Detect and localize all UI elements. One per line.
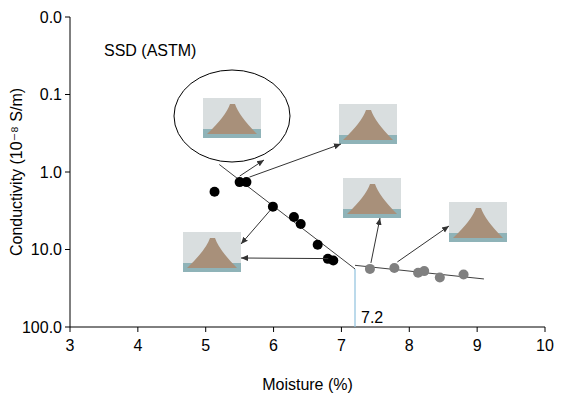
x-tick xyxy=(273,327,274,332)
data-point xyxy=(389,263,399,273)
photo-pile xyxy=(343,110,393,140)
x-tick xyxy=(409,327,410,332)
x-tick-label: 10 xyxy=(536,337,554,354)
y-tick xyxy=(65,327,70,328)
data-point xyxy=(210,187,220,197)
photo-background xyxy=(203,98,261,138)
y-tick xyxy=(65,172,70,173)
y-tick xyxy=(65,94,70,95)
x-tick-label: 5 xyxy=(201,337,210,354)
photo-pile xyxy=(187,238,237,268)
data-point xyxy=(365,264,375,274)
data-point xyxy=(328,256,338,266)
photo-pile xyxy=(207,104,257,134)
data-point xyxy=(419,266,429,276)
y-tick-label: 0.1 xyxy=(40,86,62,103)
photo xyxy=(343,178,401,218)
arrow xyxy=(241,211,270,244)
highlight-circle xyxy=(174,70,290,162)
x-tick-label: 9 xyxy=(473,337,482,354)
photo xyxy=(203,98,261,138)
arrow xyxy=(397,226,449,262)
x-tick-label: 4 xyxy=(133,337,142,354)
data-point xyxy=(459,269,469,279)
annotation: SSD (ASTM) xyxy=(104,42,196,59)
x-tick xyxy=(137,327,138,332)
chart: 3456789100.00.11.010.0100.0Moisture (%)C… xyxy=(0,0,568,400)
x-tick xyxy=(70,327,71,332)
x-axis-title: Moisture (%) xyxy=(262,376,353,393)
x-tick xyxy=(545,327,546,332)
x-tick xyxy=(341,327,342,332)
y-tick-label: 1.0 xyxy=(40,164,62,181)
annotation: 7.2 xyxy=(361,309,383,326)
y-tick-label: 10.0 xyxy=(31,241,62,258)
arrow xyxy=(249,144,341,177)
x-tick-label: 8 xyxy=(405,337,414,354)
photo xyxy=(449,202,507,242)
x-tick xyxy=(205,327,206,332)
plot-area xyxy=(210,164,484,327)
data-point xyxy=(313,240,323,250)
photo-background xyxy=(339,104,397,144)
photo-background xyxy=(183,232,241,272)
x-tick xyxy=(477,327,478,332)
y-tick xyxy=(65,249,70,250)
photo-background xyxy=(449,202,507,242)
photo-background xyxy=(343,178,401,218)
y-tick-label: 0.0 xyxy=(40,9,62,26)
photo-pile xyxy=(347,184,397,214)
x-axis-line xyxy=(70,327,545,328)
x-tick-label: 6 xyxy=(269,337,278,354)
x-tick-label: 3 xyxy=(66,337,75,354)
arrow xyxy=(371,218,380,263)
photo-pile xyxy=(453,208,503,238)
photo xyxy=(183,232,241,272)
x-tick-label: 7 xyxy=(337,337,346,354)
y-axis-title: Conductivity (10⁻⁸ S/m) xyxy=(8,88,25,256)
y-tick xyxy=(65,17,70,18)
arrow xyxy=(241,258,328,260)
data-point xyxy=(268,202,278,212)
y-tick-label: 100.0 xyxy=(22,319,62,336)
data-point xyxy=(296,219,306,229)
photo xyxy=(339,104,397,144)
data-point xyxy=(241,177,251,187)
data-point xyxy=(435,273,445,283)
threshold-line xyxy=(354,269,355,327)
